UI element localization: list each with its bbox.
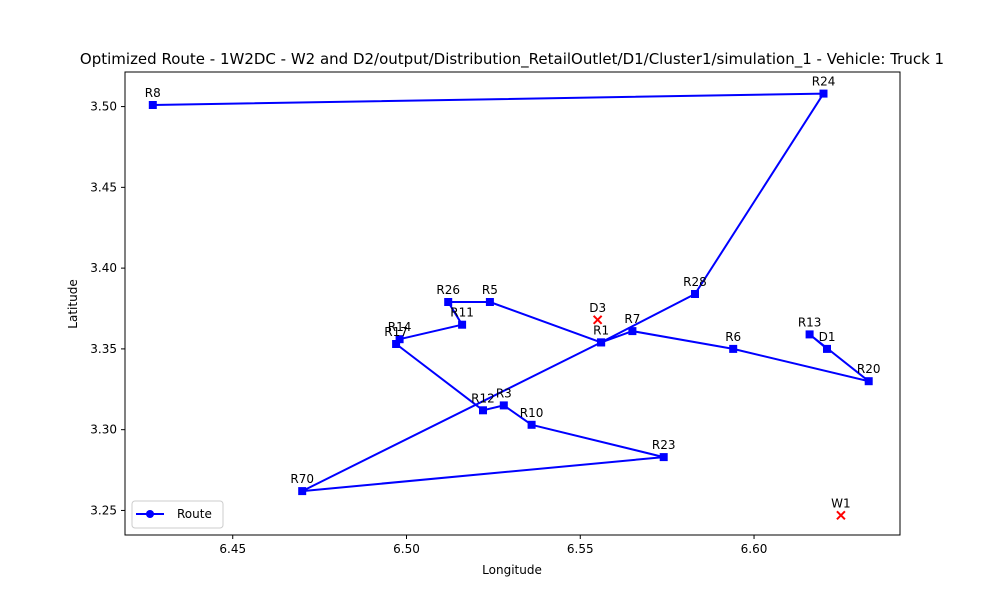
- route-point: [395, 335, 404, 344]
- route-point: [691, 290, 699, 298]
- point-label: R26: [436, 283, 460, 297]
- route-point: [444, 298, 453, 306]
- point-label: R1: [593, 323, 609, 337]
- route-series: [148, 89, 873, 496]
- point-label: R24: [812, 75, 836, 89]
- y-tick-label: 3.30: [90, 423, 117, 437]
- route-point: [823, 344, 831, 353]
- route-point: [392, 340, 401, 348]
- point-label: R12: [471, 391, 495, 405]
- point-label: R28: [683, 275, 707, 289]
- x-tick-label: 6.50: [393, 542, 420, 556]
- legend-route-marker: [146, 510, 154, 518]
- point-label: R20: [857, 362, 881, 376]
- route-point: [527, 420, 536, 429]
- special-markers: D3 W1: [589, 301, 851, 520]
- chart-title: Optimized Route - 1W2DC - W2 and D2/outp…: [80, 50, 944, 69]
- y-tick-label: 3.40: [90, 261, 117, 275]
- legend-box: [131, 500, 224, 529]
- point-label: R8: [145, 86, 161, 100]
- route-point: [148, 101, 157, 109]
- x-tick-label: 6.60: [741, 542, 768, 556]
- legend: Route: [131, 500, 224, 529]
- x-axis-label: Longitude: [482, 563, 542, 577]
- point-label: R17: [384, 325, 408, 339]
- point-label: R13: [798, 315, 822, 329]
- x-tick-label: 6.55: [567, 542, 594, 556]
- x-marker-label: W1: [831, 496, 851, 510]
- point-label: R10: [520, 406, 544, 420]
- route-point: [499, 401, 508, 410]
- route-point: [819, 89, 828, 98]
- route-point: [805, 330, 814, 339]
- y-tick-label: 3.50: [90, 100, 117, 114]
- route-point: [298, 487, 307, 496]
- route-point: [485, 298, 494, 306]
- point-label: R11: [450, 306, 474, 320]
- point-label: R7: [624, 312, 640, 326]
- point-label: R14: [388, 320, 412, 334]
- route-point: [864, 377, 873, 386]
- point-label: R3: [496, 386, 512, 400]
- point-label: R6: [725, 330, 741, 344]
- y-tick-label: 3.45: [90, 180, 117, 194]
- point-label: D1: [819, 330, 836, 344]
- route-point: [628, 327, 637, 336]
- route-point: [479, 406, 487, 415]
- point-label: R70: [290, 472, 314, 486]
- legend-route-label: Route: [177, 507, 212, 521]
- route-point: [458, 320, 467, 329]
- y-tick-label: 3.25: [90, 503, 117, 517]
- route-point: [659, 453, 668, 462]
- point-label: R23: [652, 438, 676, 452]
- x-marker-label: D3: [589, 301, 606, 315]
- y-axis-label: Latitude: [66, 279, 80, 328]
- x-axis-ticks: 6.45 6.50 6.55 6.60: [219, 535, 767, 556]
- y-axis-ticks: 3.25 3.30 3.35 3.40 3.45 3.50: [90, 100, 125, 517]
- x-tick-label: 6.45: [219, 542, 246, 556]
- x-marker: [592, 315, 603, 325]
- route-point: [729, 344, 738, 353]
- route-point: [597, 338, 606, 347]
- x-marker: [836, 510, 846, 520]
- point-label: R5: [482, 283, 498, 297]
- plot-area: [124, 71, 901, 536]
- y-tick-label: 3.35: [90, 342, 117, 356]
